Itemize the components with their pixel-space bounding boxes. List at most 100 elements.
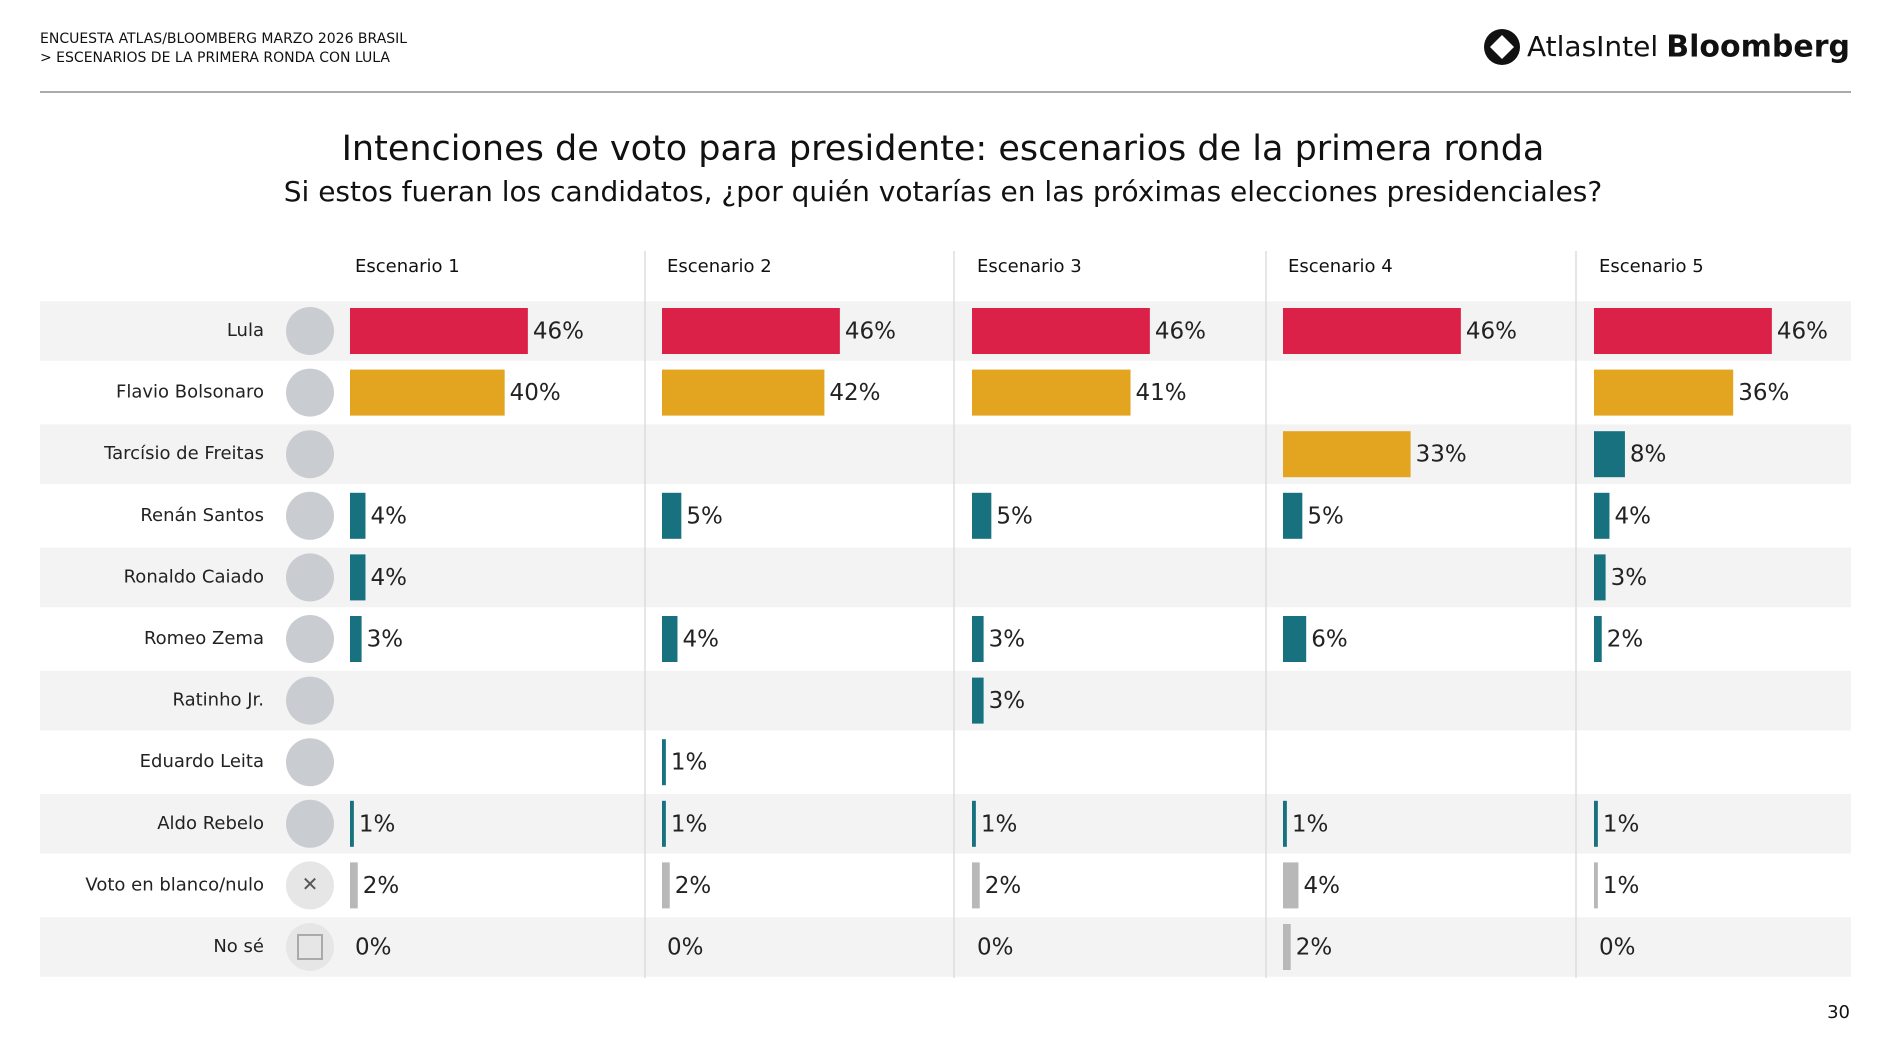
candidate-name: Lula: [227, 320, 264, 341]
bar: [1283, 800, 1287, 847]
value-label: 2%: [675, 873, 712, 899]
bar: [350, 369, 505, 416]
value-label: 4%: [1303, 873, 1340, 899]
candidate-name: Tarcísio de Freitas: [103, 443, 264, 464]
value-label: 0%: [977, 935, 1014, 961]
bar: [972, 308, 1150, 354]
scenario-label: Escenario 4: [1288, 256, 1393, 277]
value-label: 0%: [355, 935, 392, 961]
value-label: 46%: [1155, 319, 1206, 345]
scenario-label: Escenario 3: [977, 256, 1082, 277]
candidate-avatar: [286, 738, 334, 787]
bar: [1283, 308, 1461, 354]
candidate-name: Voto en blanco/nulo: [85, 874, 264, 895]
candidate-avatar: [286, 307, 334, 355]
candidate-name: Ronaldo Caiado: [124, 566, 264, 587]
bar: [662, 369, 825, 416]
value-label: 3%: [989, 688, 1026, 714]
bar: [972, 369, 1131, 416]
candidate-avatar: [286, 615, 334, 663]
value-label: 46%: [845, 319, 896, 345]
chart-title: Intenciones de voto para presidente: esc…: [342, 129, 1545, 169]
value-label: 1%: [1292, 811, 1329, 837]
bar: [350, 800, 354, 847]
survey-label: ENCUESTA ATLAS/BLOOMBERG MARZO 2026 BRAS…: [40, 31, 407, 47]
value-label: 41%: [1136, 380, 1187, 406]
value-label: 3%: [367, 627, 404, 653]
value-label: 3%: [1611, 565, 1648, 591]
section-label: > ESCENARIOS DE LA PRIMERA RONDA CON LUL…: [40, 50, 390, 66]
candidate-avatar: [286, 861, 334, 910]
bar: [1283, 431, 1411, 478]
bar: [972, 800, 976, 847]
bar: [1283, 924, 1291, 970]
value-label: 46%: [533, 319, 584, 345]
bar: [662, 739, 666, 786]
value-label: 5%: [686, 503, 723, 529]
chart-subtitle: Si estos fueran los candidatos, ¿por qui…: [284, 175, 1603, 208]
candidate-name: Romeo Zema: [144, 628, 264, 649]
bar: [662, 492, 682, 539]
bar: [350, 554, 366, 601]
bar: [1594, 492, 1610, 539]
value-label: 4%: [370, 565, 407, 591]
value-label: 5%: [1307, 503, 1344, 529]
blank-icon: ✕: [302, 872, 319, 896]
bar: [972, 492, 992, 539]
value-label: 46%: [1777, 319, 1828, 345]
bar: [1594, 308, 1772, 354]
candidate-avatar: [286, 799, 334, 848]
scenario-label: Escenario 1: [355, 256, 460, 277]
candidate-name: Flavio Bolsonaro: [116, 382, 264, 403]
bar: [662, 800, 666, 847]
bar: [1283, 616, 1307, 662]
value-label: 4%: [682, 627, 719, 653]
row-band: [40, 424, 1851, 484]
value-label: 4%: [1614, 503, 1651, 529]
unknown-icon: [297, 934, 323, 960]
bar: [1594, 369, 1734, 416]
bar: [1594, 800, 1598, 847]
row-band: [40, 670, 1851, 731]
candidate-avatar: [286, 430, 334, 479]
value-label: 42%: [829, 380, 880, 406]
bar: [662, 308, 840, 354]
candidate-avatar: [286, 553, 334, 602]
bar: [350, 616, 362, 662]
value-label: 2%: [363, 873, 400, 899]
value-label: 1%: [671, 811, 708, 837]
bar: [972, 862, 980, 909]
bar: [1594, 862, 1598, 909]
atlas-logo-text: AtlasIntel: [1527, 30, 1658, 63]
bar: [1594, 431, 1625, 478]
atlas-logo: AtlasIntel: [1484, 29, 1658, 65]
candidate-avatar: [286, 491, 334, 540]
bar: [350, 862, 358, 909]
value-label: 33%: [1416, 442, 1467, 468]
value-label: 40%: [510, 380, 561, 406]
bloomberg-logo: Bloomberg: [1666, 30, 1850, 65]
value-label: 36%: [1738, 380, 1789, 406]
value-label: 4%: [370, 503, 407, 529]
bar: [662, 616, 678, 662]
value-label: 0%: [1599, 935, 1636, 961]
value-label: 1%: [1603, 811, 1640, 837]
row-band: [40, 917, 1851, 977]
page-number: 30: [1827, 1002, 1850, 1023]
value-label: 2%: [1296, 935, 1333, 961]
bar: [972, 616, 984, 662]
row-band: [40, 301, 1851, 361]
bar: [1283, 862, 1299, 909]
value-label: 2%: [985, 873, 1022, 899]
value-label: 8%: [1630, 442, 1667, 468]
value-label: 46%: [1466, 319, 1517, 345]
candidate-avatar: [286, 923, 334, 971]
candidate-name: Ratinho Jr.: [172, 690, 264, 711]
bar: [1594, 616, 1602, 662]
value-label: 1%: [359, 811, 396, 837]
candidate-name: Eduardo Leita: [140, 751, 264, 772]
value-label: 1%: [671, 750, 708, 776]
value-label: 0%: [667, 935, 704, 961]
candidate-name: Aldo Rebelo: [157, 813, 264, 834]
